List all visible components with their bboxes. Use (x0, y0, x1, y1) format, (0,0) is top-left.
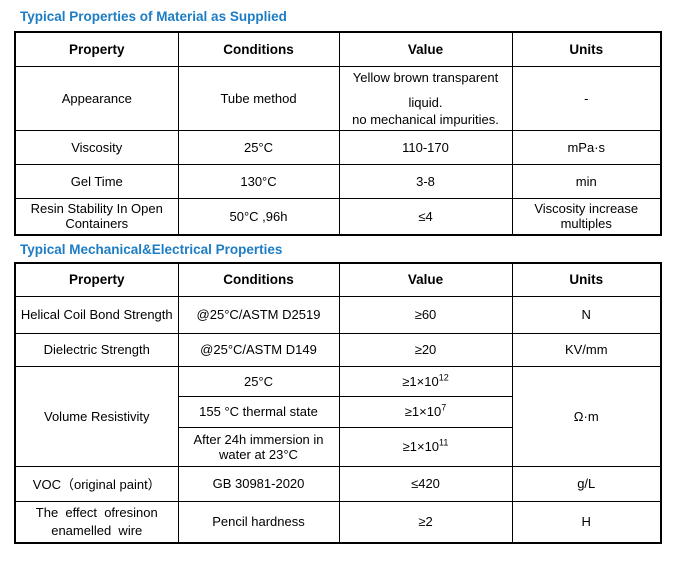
table-supplied-properties: Property Conditions Value Units Appearan… (14, 31, 662, 236)
cell-value: ≥2 (338, 500, 513, 543)
cell-property: Appearance (14, 65, 179, 131)
cell-units: Viscosity increase multiples (511, 197, 662, 236)
header-row: Property Conditions Value Units (14, 262, 662, 297)
cell-conditions: 130°C (177, 163, 340, 199)
cell-value: 3-8 (338, 163, 513, 199)
table-mech-header: Property Conditions Value Units (14, 262, 662, 297)
column-header-conditions: Conditions (177, 262, 340, 297)
section-title-supplied-properties: Typical Properties of Material as Suppli… (20, 9, 287, 24)
cell-conditions: @25°C/ASTM D2519 (177, 295, 340, 334)
table-row-dielectric: Dielectric Strength @25°C/ASTM D149 ≥20 … (14, 332, 662, 367)
cell-units: mPa·s (511, 129, 662, 165)
cell-conditions: 155 °C thermal state (177, 395, 340, 428)
header-row: Property Conditions Value Units (14, 31, 662, 67)
table-row-volume-resistivity-2: 155 °C thermal state ≥1×107 (15, 395, 661, 428)
cell-conditions: @25°C/ASTM D149 (177, 332, 340, 367)
value-line: no mechanical impurities. (352, 111, 499, 127)
table-row-resin-stability: Resin Stability In Open Containers 50°C … (14, 197, 662, 236)
table-mech-body: Helical Coil Bond Strength @25°C/ASTM D2… (14, 295, 662, 543)
column-header-value: Value (338, 31, 513, 67)
cell-conditions: 25°C (177, 365, 340, 397)
column-header-property: Property (14, 31, 179, 67)
cell-property: Resin Stability In Open Containers (14, 197, 179, 236)
column-header-property: Property (14, 262, 179, 297)
cell-property: Gel Time (14, 163, 179, 199)
cell-value: ≥1×107 (338, 395, 513, 428)
cell-property: VOC（original paint） (14, 465, 179, 502)
cell-conditions: After 24h immersion in water at 23°C (177, 426, 340, 467)
value-base: ≥1×10 (402, 439, 440, 454)
table-row-viscosity: Viscosity 25°C 110-170 mPa·s (14, 129, 662, 165)
column-header-value: Value (338, 262, 513, 297)
cell-property: Dielectric Strength (14, 332, 179, 367)
value-line: liquid. (408, 94, 443, 110)
cell-conditions: 25°C (177, 129, 340, 165)
table-mechanical-electrical: Property Conditions Value Units Helical … (14, 262, 662, 544)
table-row-volume-resistivity-1: Volume Resistivity 25°C ≥1×1012 Ω·m (14, 365, 662, 467)
cell-conditions: Pencil hardness (177, 500, 340, 543)
table-row-gel-time: Gel Time 130°C 3-8 min (14, 163, 662, 199)
cell-units: Ω·m (511, 365, 662, 467)
cell-conditions: GB 30981-2020 (177, 465, 340, 502)
table-row-helical-coil: Helical Coil Bond Strength @25°C/ASTM D2… (14, 295, 662, 334)
cell-property: Viscosity (14, 129, 179, 165)
value-base: ≥1×10 (402, 373, 439, 389)
cell-value: 110-170 (338, 129, 513, 165)
cell-conditions: Tube method (177, 65, 340, 131)
cell-units: - (511, 65, 662, 131)
value-base: ≥1×10 (404, 404, 442, 419)
table-row-voc: VOC（original paint） GB 30981-2020 ≤420 g… (14, 465, 662, 502)
value-line: Yellow brown transparent (352, 69, 499, 85)
cell-value: Yellow brown transparent liquid. no mech… (338, 65, 513, 131)
table-row-volume-resistivity-3: After 24h immersion in water at 23°C ≥1×… (15, 426, 661, 467)
cell-property: Helical Coil Bond Strength (14, 295, 179, 334)
cell-units: H (511, 500, 662, 543)
cell-property: The effect ofresinon enamelled wire (14, 500, 179, 543)
value-exponent: 7 (441, 402, 447, 413)
cell-value: ≥1×1011 (338, 426, 513, 467)
table-supplied-header: Property Conditions Value Units (14, 31, 662, 67)
table-row-resin-effect: The effect ofresinon enamelled wire Penc… (14, 500, 662, 543)
datasheet: Typical Properties of Material as Suppli… (14, 9, 662, 544)
table-row-appearance: Appearance Tube method Yellow brown tran… (14, 65, 662, 131)
cell-value: ≥60 (338, 295, 513, 334)
column-header-units: Units (511, 262, 662, 297)
cell-conditions: 50°C ,96h (177, 197, 340, 236)
cell-value: ≤420 (338, 465, 513, 502)
value-exponent: 11 (439, 437, 449, 448)
value-exponent: 12 (438, 372, 449, 383)
cell-units: KV/mm (511, 332, 662, 367)
cell-units: min (511, 163, 662, 199)
cell-units: N (511, 295, 662, 334)
cell-property: Volume Resistivity (14, 365, 179, 467)
section-title-mechanical-electrical: Typical Mechanical&Electrical Properties (20, 242, 283, 257)
cell-units: g/L (511, 465, 662, 502)
table-supplied-body: Appearance Tube method Yellow brown tran… (14, 65, 662, 236)
column-header-conditions: Conditions (177, 31, 340, 67)
cell-value: ≤4 (338, 197, 513, 236)
column-header-units: Units (511, 31, 662, 67)
cell-value: ≥1×1012 (338, 365, 513, 397)
cell-value: ≥20 (338, 332, 513, 367)
